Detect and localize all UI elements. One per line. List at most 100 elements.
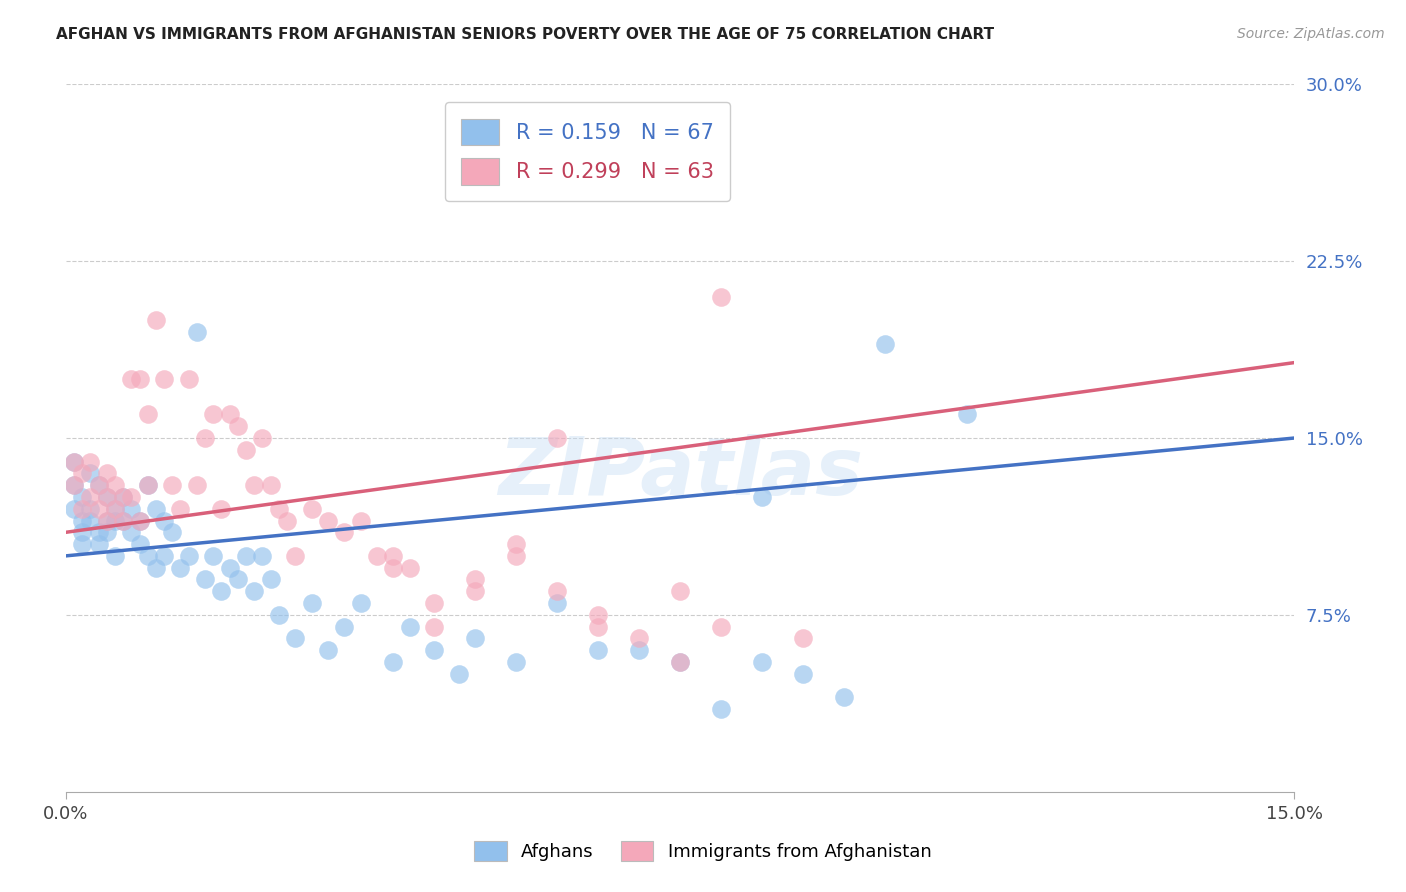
Point <box>252 431 274 445</box>
Point <box>301 501 323 516</box>
Point <box>202 549 225 563</box>
Point <box>104 478 127 492</box>
Point <box>259 573 281 587</box>
Point <box>136 478 159 492</box>
Point <box>464 632 486 646</box>
Point <box>710 619 733 633</box>
Point <box>112 514 135 528</box>
Text: AFGHAN VS IMMIGRANTS FROM AFGHANISTAN SENIORS POVERTY OVER THE AGE OF 75 CORRELA: AFGHAN VS IMMIGRANTS FROM AFGHANISTAN SE… <box>56 27 994 42</box>
Point <box>153 514 176 528</box>
Point <box>252 549 274 563</box>
Point <box>186 325 208 339</box>
Point <box>177 549 200 563</box>
Point <box>316 514 339 528</box>
Point <box>505 537 527 551</box>
Point <box>243 478 266 492</box>
Text: ZIPatlas: ZIPatlas <box>498 434 863 512</box>
Point <box>79 514 101 528</box>
Point <box>136 478 159 492</box>
Point <box>276 514 298 528</box>
Point <box>447 666 470 681</box>
Point <box>104 501 127 516</box>
Point <box>586 619 609 633</box>
Point <box>70 514 93 528</box>
Point <box>218 560 240 574</box>
Point <box>669 655 692 669</box>
Point <box>194 431 217 445</box>
Point <box>956 408 979 422</box>
Point <box>710 289 733 303</box>
Point <box>423 619 446 633</box>
Point <box>70 537 93 551</box>
Legend: R = 0.159   N = 67, R = 0.299   N = 63: R = 0.159 N = 67, R = 0.299 N = 63 <box>444 102 730 202</box>
Point <box>112 490 135 504</box>
Legend: Afghans, Immigrants from Afghanistan: Afghans, Immigrants from Afghanistan <box>461 828 945 874</box>
Point <box>751 655 773 669</box>
Point <box>87 478 110 492</box>
Point <box>226 573 249 587</box>
Point <box>382 549 405 563</box>
Point <box>145 313 167 327</box>
Point <box>63 478 86 492</box>
Point <box>128 372 150 386</box>
Point <box>209 584 232 599</box>
Point <box>628 632 651 646</box>
Point <box>145 560 167 574</box>
Point <box>112 490 135 504</box>
Point <box>87 537 110 551</box>
Point <box>398 560 420 574</box>
Point <box>333 619 356 633</box>
Point <box>333 525 356 540</box>
Point <box>79 501 101 516</box>
Point <box>177 372 200 386</box>
Point <box>284 632 307 646</box>
Point <box>423 596 446 610</box>
Point <box>586 607 609 622</box>
Point <box>226 419 249 434</box>
Point <box>79 490 101 504</box>
Point <box>628 643 651 657</box>
Point <box>316 643 339 657</box>
Point <box>301 596 323 610</box>
Point <box>505 549 527 563</box>
Point <box>169 501 191 516</box>
Point <box>350 514 373 528</box>
Point <box>96 525 118 540</box>
Point <box>136 408 159 422</box>
Point <box>63 501 86 516</box>
Point <box>153 549 176 563</box>
Point <box>243 584 266 599</box>
Point <box>832 690 855 705</box>
Point <box>350 596 373 610</box>
Point <box>586 643 609 657</box>
Point <box>209 501 232 516</box>
Point <box>96 467 118 481</box>
Point <box>70 501 93 516</box>
Point <box>120 372 142 386</box>
Point <box>87 525 110 540</box>
Point <box>104 549 127 563</box>
Point <box>267 607 290 622</box>
Point <box>120 525 142 540</box>
Point <box>546 584 568 599</box>
Point <box>669 655 692 669</box>
Point <box>235 549 257 563</box>
Point <box>153 372 176 386</box>
Point <box>751 490 773 504</box>
Point <box>96 490 118 504</box>
Point <box>546 431 568 445</box>
Point <box>235 442 257 457</box>
Point <box>128 537 150 551</box>
Point <box>87 501 110 516</box>
Point <box>104 514 127 528</box>
Point <box>186 478 208 492</box>
Point <box>464 573 486 587</box>
Point <box>710 702 733 716</box>
Point <box>194 573 217 587</box>
Point <box>792 666 814 681</box>
Point <box>120 490 142 504</box>
Point <box>70 467 93 481</box>
Point <box>423 643 446 657</box>
Text: Source: ZipAtlas.com: Source: ZipAtlas.com <box>1237 27 1385 41</box>
Point <box>63 454 86 468</box>
